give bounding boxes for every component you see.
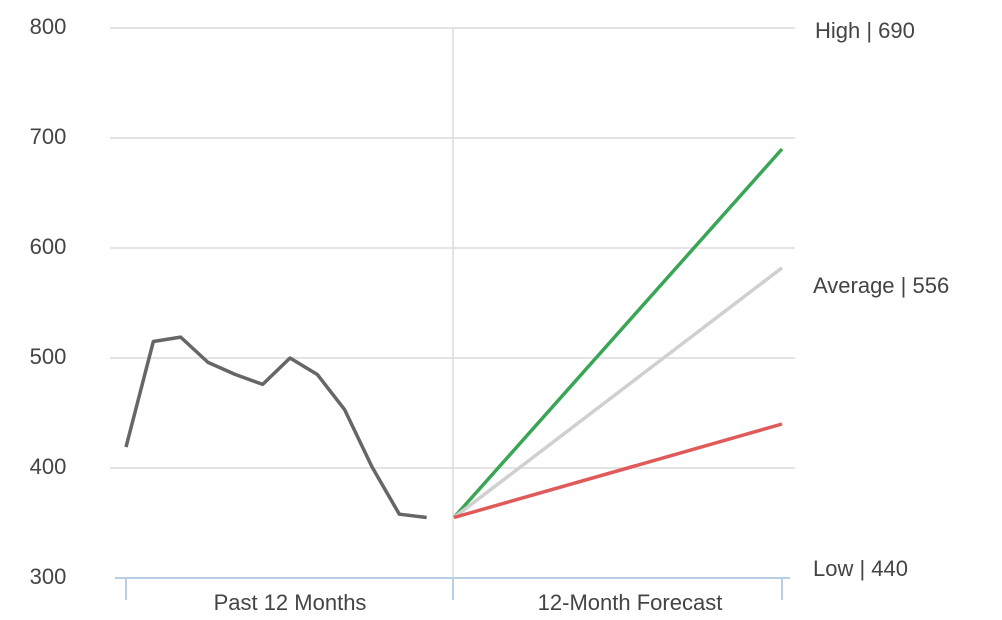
y-tick-label: 300 <box>30 564 67 589</box>
y-tick-label: 700 <box>30 124 67 149</box>
series-line <box>452 266 784 519</box>
annotation: Average | 556 <box>813 273 949 298</box>
annotation: High | 690 <box>815 18 915 43</box>
category-label: 12-Month Forecast <box>538 590 723 615</box>
y-tick-label: 800 <box>30 14 67 39</box>
category-label: Past 12 Months <box>214 590 367 615</box>
series-line <box>452 147 784 519</box>
series-line <box>453 422 783 520</box>
annotation: Low | 440 <box>813 556 908 581</box>
y-tick-label: 600 <box>30 234 67 259</box>
series-line <box>124 335 427 520</box>
y-tick-label: 400 <box>30 454 67 479</box>
y-tick-label: 500 <box>30 344 67 369</box>
